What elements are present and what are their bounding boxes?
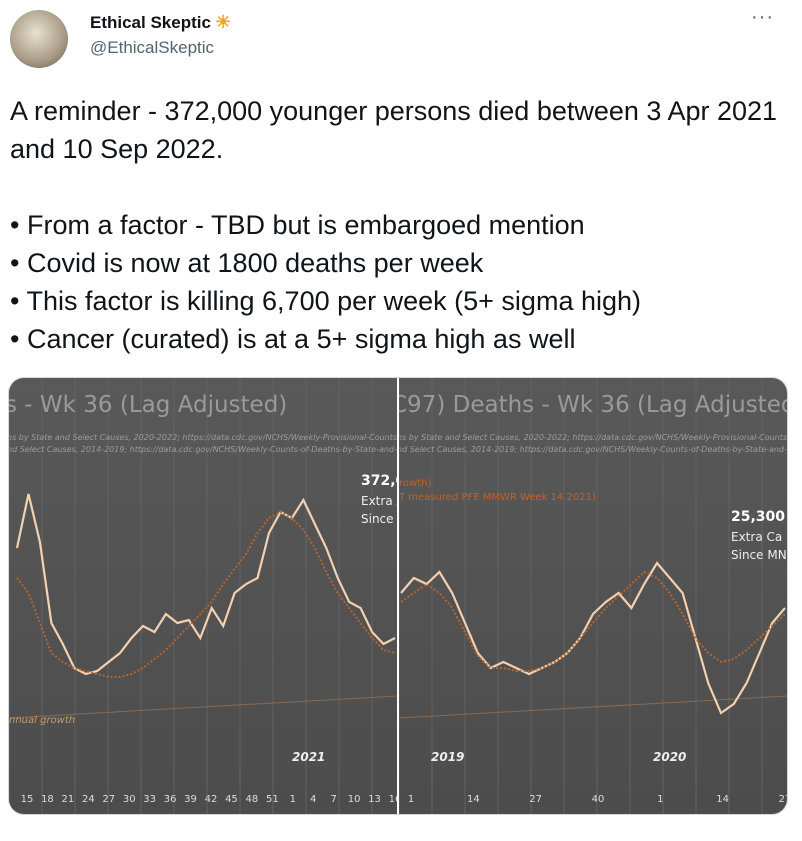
trend-line bbox=[9, 695, 397, 719]
series-baseline bbox=[400, 570, 786, 672]
avatar[interactable] bbox=[10, 10, 68, 68]
trend-line bbox=[399, 695, 787, 719]
x-tick-label: 4 bbox=[310, 794, 317, 805]
x-tick-label: 27 bbox=[529, 794, 543, 805]
sun-icon: ☀ bbox=[214, 12, 232, 32]
legend-text: rowth) bbox=[399, 478, 432, 489]
x-tick-label: 1 bbox=[657, 794, 664, 805]
annotation-text: Since MN bbox=[731, 548, 787, 562]
chart-source: hs by State and Select Causes, 2020-2022… bbox=[399, 433, 787, 442]
x-tick-label: 13 bbox=[368, 794, 381, 805]
x-tick-label: 24 bbox=[81, 794, 95, 805]
x-tick-label: 18 bbox=[41, 794, 54, 805]
annotation-text: Since M bbox=[361, 512, 397, 526]
x-tick-label: 45 bbox=[225, 794, 238, 805]
annotation-text: Extra A bbox=[361, 494, 397, 508]
x-tick-label: 33 bbox=[143, 794, 157, 805]
growth-label: nnual growth bbox=[9, 715, 76, 726]
x-tick-label: 14 bbox=[466, 794, 480, 805]
year-label: 2020 bbox=[653, 750, 687, 764]
x-tick-label: 21 bbox=[61, 794, 75, 805]
bullet: • This factor is killing 6,700 per week … bbox=[10, 286, 641, 316]
series-actual bbox=[400, 561, 786, 715]
tweet-paragraph: A reminder - 372,000 younger persons die… bbox=[10, 96, 778, 164]
more-options-icon[interactable]: ··· bbox=[751, 6, 774, 28]
x-axis-ticks: 1 14 27 40 1 14 27 bbox=[399, 794, 787, 808]
annotation-value: 25,300 bbox=[731, 509, 786, 525]
chart-image-1[interactable]: s - Wk 36 (Lag Adjusted) hs by State and… bbox=[9, 378, 397, 814]
x-tick-label: 40 bbox=[591, 794, 605, 805]
chart-source: nd Select Causes, 2014-2019; https://dat… bbox=[399, 445, 787, 454]
annotation-text: Extra Ca bbox=[731, 530, 783, 544]
x-tick-label: 27 bbox=[778, 794, 787, 805]
x-tick-label: 39 bbox=[184, 794, 197, 805]
chart-image-2[interactable]: C97) Deaths - Wk 36 (Lag Adjusted) hs by… bbox=[399, 378, 787, 814]
x-tick-label: 7 bbox=[330, 794, 337, 805]
chart-source: nd Select Causes, 2014-2019; https://dat… bbox=[9, 445, 397, 454]
x-tick-label: 27 bbox=[102, 794, 116, 805]
x-tick-label: 30 bbox=[122, 794, 136, 805]
author-name[interactable]: Ethical Skeptic ☀ bbox=[90, 12, 232, 32]
chart-title: C97) Deaths - Wk 36 (Lag Adjusted) bbox=[399, 392, 787, 418]
legend-text: T measured PFE MMWR Week 14 2021) bbox=[399, 492, 596, 503]
x-tick-label: 42 bbox=[204, 794, 218, 805]
x-tick-label: 36 bbox=[163, 794, 177, 805]
x-tick-label: 51 bbox=[265, 794, 279, 805]
bullet: • Covid is now at 1800 deaths per week bbox=[10, 248, 484, 278]
year-label: 2019 bbox=[431, 750, 465, 764]
chart-source: hs by State and Select Causes, 2020-2022… bbox=[9, 433, 397, 442]
series-baseline bbox=[16, 510, 396, 678]
chart-plot bbox=[9, 378, 397, 814]
chart-title: s - Wk 36 (Lag Adjusted) bbox=[9, 392, 288, 418]
bullet: • From a factor - TBD but is embargoed m… bbox=[10, 210, 585, 240]
x-tick-label: 1 bbox=[407, 794, 415, 805]
tweet-text: A reminder - 372,000 younger persons die… bbox=[10, 92, 790, 358]
chart-plot bbox=[399, 378, 787, 814]
tweet-media[interactable]: s - Wk 36 (Lag Adjusted) hs by State and… bbox=[8, 377, 788, 815]
annotation-value: 372,00 bbox=[361, 473, 397, 489]
x-tick-label: 48 bbox=[245, 794, 259, 805]
x-tick-label: 1 bbox=[289, 794, 296, 805]
bullet: • Cancer (curated) is at a 5+ sigma high… bbox=[10, 324, 576, 354]
x-axis-ticks: 15 18 21 24 27 30 33 36 39 42 45 48 51 1 4 7 10 13 16 bbox=[9, 794, 397, 808]
year-label: 2021 bbox=[292, 750, 326, 764]
x-tick-label: 14 bbox=[716, 794, 730, 805]
series-actual bbox=[15, 493, 396, 676]
x-tick-label: 16 bbox=[388, 794, 397, 805]
author-handle[interactable]: @EthicalSkeptic bbox=[90, 38, 215, 57]
x-tick-label: 10 bbox=[347, 794, 361, 805]
x-tick-label: 15 bbox=[20, 794, 34, 805]
